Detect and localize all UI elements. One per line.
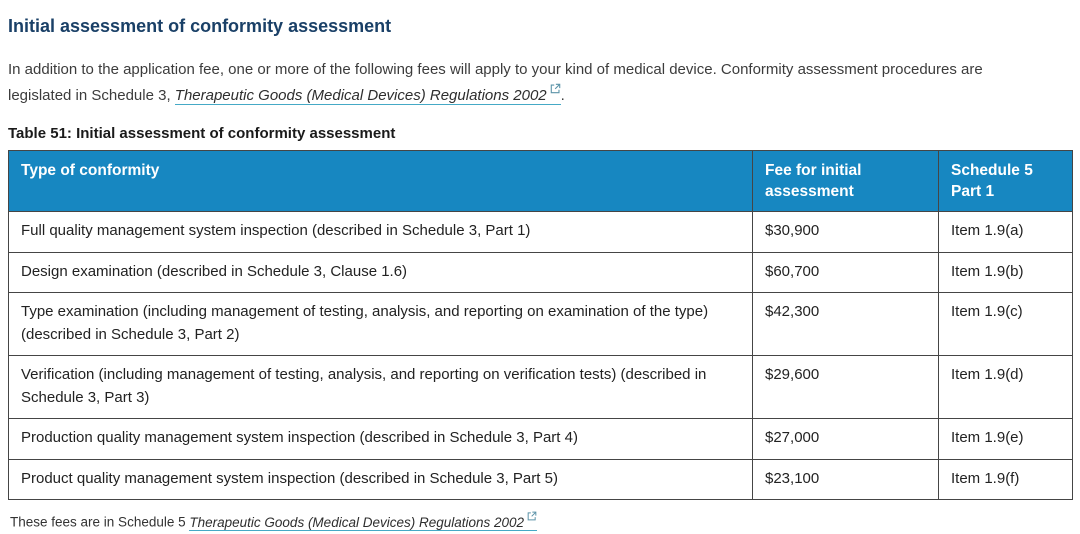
table-row: Type examination (including management o… [8,292,1073,356]
table-header-row: Type of conformity Fee for initial asses… [8,150,1073,212]
schedule-item-cell: Item 1.9(b) [938,251,1073,293]
footnote-text-before: These fees are in Schedule 5 [10,514,190,530]
type-of-conformity-cell: Design examination (described in Schedul… [8,251,753,293]
fee-cell: $30,900 [752,211,939,253]
column-header-type-of-conformity: Type of conformity [8,150,753,212]
type-of-conformity-cell: Product quality management system inspec… [8,458,753,500]
table-row: Full quality management system inspectio… [8,211,1073,253]
fee-cell: $42,300 [752,292,939,356]
schedule-item-cell: Item 1.9(d) [938,355,1073,419]
table-row: Design examination (described in Schedul… [8,251,1073,293]
fee-cell: $27,000 [752,418,939,460]
intro-text-after: . [560,86,565,104]
footnote: These fees are in Schedule 5 Therapeutic… [10,511,1072,532]
schedule-item-cell: Item 1.9(a) [938,211,1073,253]
conformity-fees-table: Type of conformity Fee for initial asses… [8,150,1073,500]
schedule-item-cell: Item 1.9(e) [938,418,1073,460]
regulations-link[interactable]: Therapeutic Goods (Medical Devices) Regu… [174,83,561,105]
footnote-regulations-link[interactable]: Therapeutic Goods (Medical Devices) Regu… [189,511,538,531]
table-row: Product quality management system inspec… [8,458,1073,500]
table-caption: Table 51: Initial assessment of conformi… [8,125,396,142]
regulations-link-label: Therapeutic Goods (Medical Devices) Regu… [174,86,547,104]
table-row: Production quality management system ins… [8,418,1073,460]
type-of-conformity-cell: Full quality management system inspectio… [8,211,753,253]
external-link-icon [550,83,561,94]
column-header-schedule: Schedule 5 Part 1 [938,150,1073,212]
type-of-conformity-cell: Production quality management system ins… [8,418,753,460]
type-of-conformity-cell: Type examination (including management o… [8,292,753,356]
fee-cell: $29,600 [752,355,939,419]
intro-paragraph: In addition to the application fee, one … [8,58,1043,108]
table-row: Verification (including management of te… [8,355,1073,419]
fee-cell: $23,100 [752,458,939,500]
intro-text-before: In addition to the application fee, one … [8,61,983,104]
fee-cell: $60,700 [752,251,939,293]
schedule-item-cell: Item 1.9(f) [938,458,1073,500]
type-of-conformity-cell: Verification (including management of te… [8,355,753,419]
external-link-icon [527,511,537,521]
page-title: Initial assessment of conformity assessm… [8,16,392,36]
column-header-fee: Fee for initial assessment [752,150,939,212]
footnote-regulations-link-label: Therapeutic Goods (Medical Devices) Regu… [189,514,525,530]
schedule-item-cell: Item 1.9(c) [938,292,1073,356]
